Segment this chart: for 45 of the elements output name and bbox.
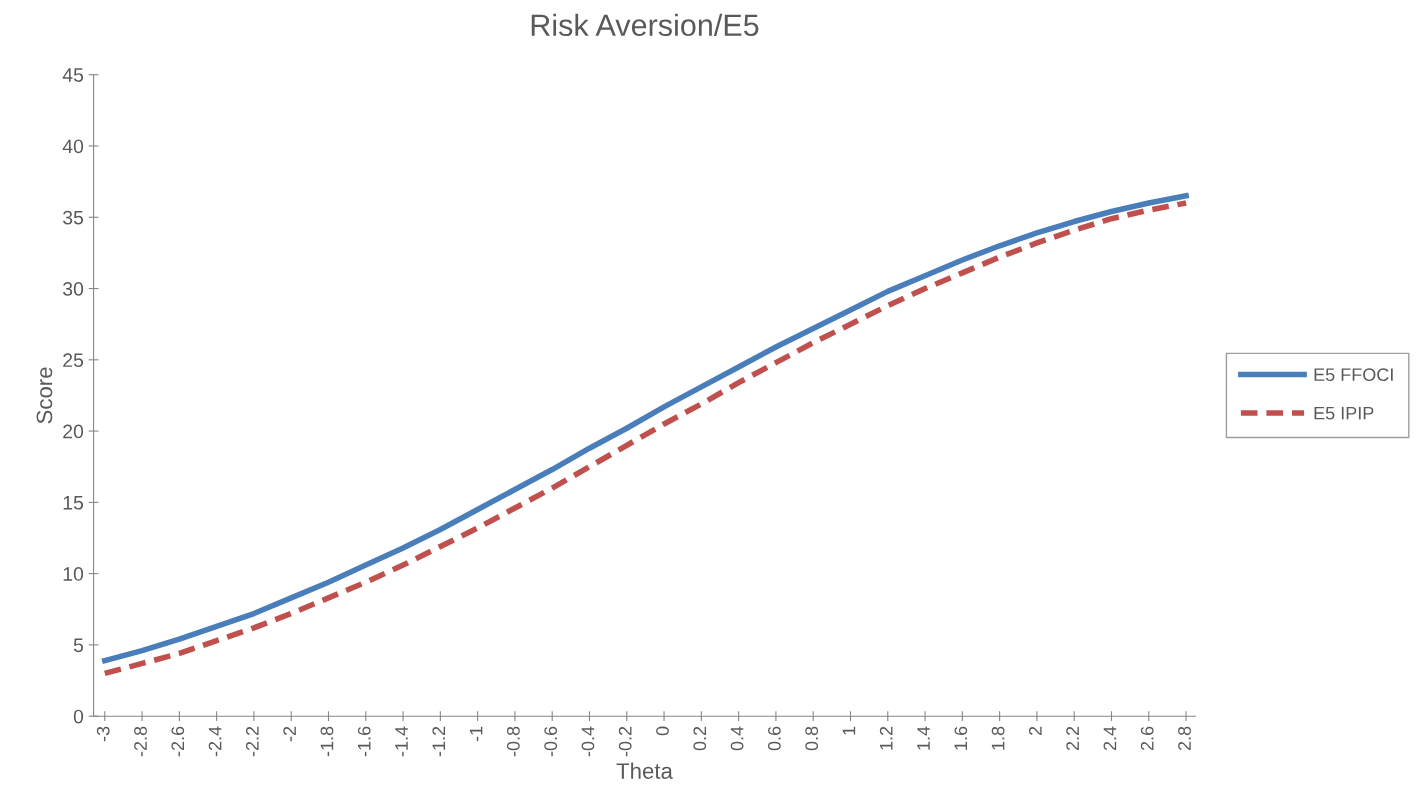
y-tick-label: 25 [63, 353, 84, 368]
x-tick-label: 1.4 [917, 726, 930, 750]
x-axis-title: Theta [616, 762, 673, 779]
x-tick-label: 2.2 [1066, 726, 1079, 751]
x-tick-label: -1.2 [432, 726, 446, 757]
x-tick-label: 2.4 [1103, 726, 1117, 751]
y-tick-label: 20 [63, 424, 84, 439]
y-tick-label: 0 [73, 709, 84, 724]
x-tick-label: 1.2 [879, 726, 893, 750]
x-tick-label: 0 [656, 726, 669, 736]
x-tick-label: -2.2 [245, 726, 259, 757]
x-tick-label: 0.8 [805, 726, 819, 751]
x-tick-label: -0.6 [544, 726, 558, 757]
legend-label: E5 FFOCI [1314, 368, 1393, 382]
x-tick-label: 1 [842, 726, 856, 735]
y-tick-label: 45 [62, 68, 84, 82]
x-tick-label: -0.2 [618, 726, 632, 757]
x-tick-label: -1 [469, 726, 483, 742]
y-tick-label: 5 [73, 638, 84, 653]
y-axis-title: Score [36, 367, 53, 424]
x-tick-label: -2.6 [171, 726, 185, 757]
y-tick-label: 40 [62, 139, 84, 154]
x-tick-label: 1.6 [954, 726, 968, 750]
x-tick-label: -3 [96, 726, 110, 742]
y-tick-label: 15 [63, 496, 84, 510]
x-tick-label: -1.6 [357, 726, 371, 757]
x-tick-label: -1.8 [320, 726, 334, 757]
x-tick-label: 0.4 [730, 726, 744, 751]
x-tick-label: -1.4 [395, 726, 408, 757]
x-tick-label: 2.8 [1178, 726, 1191, 751]
x-tick-label: 1.8 [991, 726, 1005, 750]
x-tick-label: -0.8 [506, 726, 520, 757]
x-tick-label: 0.6 [767, 726, 781, 751]
x-tick-label: 2.6 [1140, 726, 1154, 751]
legend-label: E5 IPIP [1314, 406, 1374, 420]
x-tick-label: -2 [283, 726, 296, 742]
chart-title: Risk Aversion/E5 [531, 13, 759, 37]
y-tick-label: 10 [63, 567, 84, 581]
y-tick-label: 30 [62, 282, 84, 296]
x-tick-label: -0.4 [581, 726, 595, 757]
y-tick-label: 35 [62, 210, 84, 225]
x-tick-label: -2.8 [134, 726, 147, 757]
x-tick-label: 0.2 [693, 726, 707, 751]
x-tick-label: 2 [1028, 726, 1042, 736]
x-tick-label: -2.4 [208, 726, 222, 757]
